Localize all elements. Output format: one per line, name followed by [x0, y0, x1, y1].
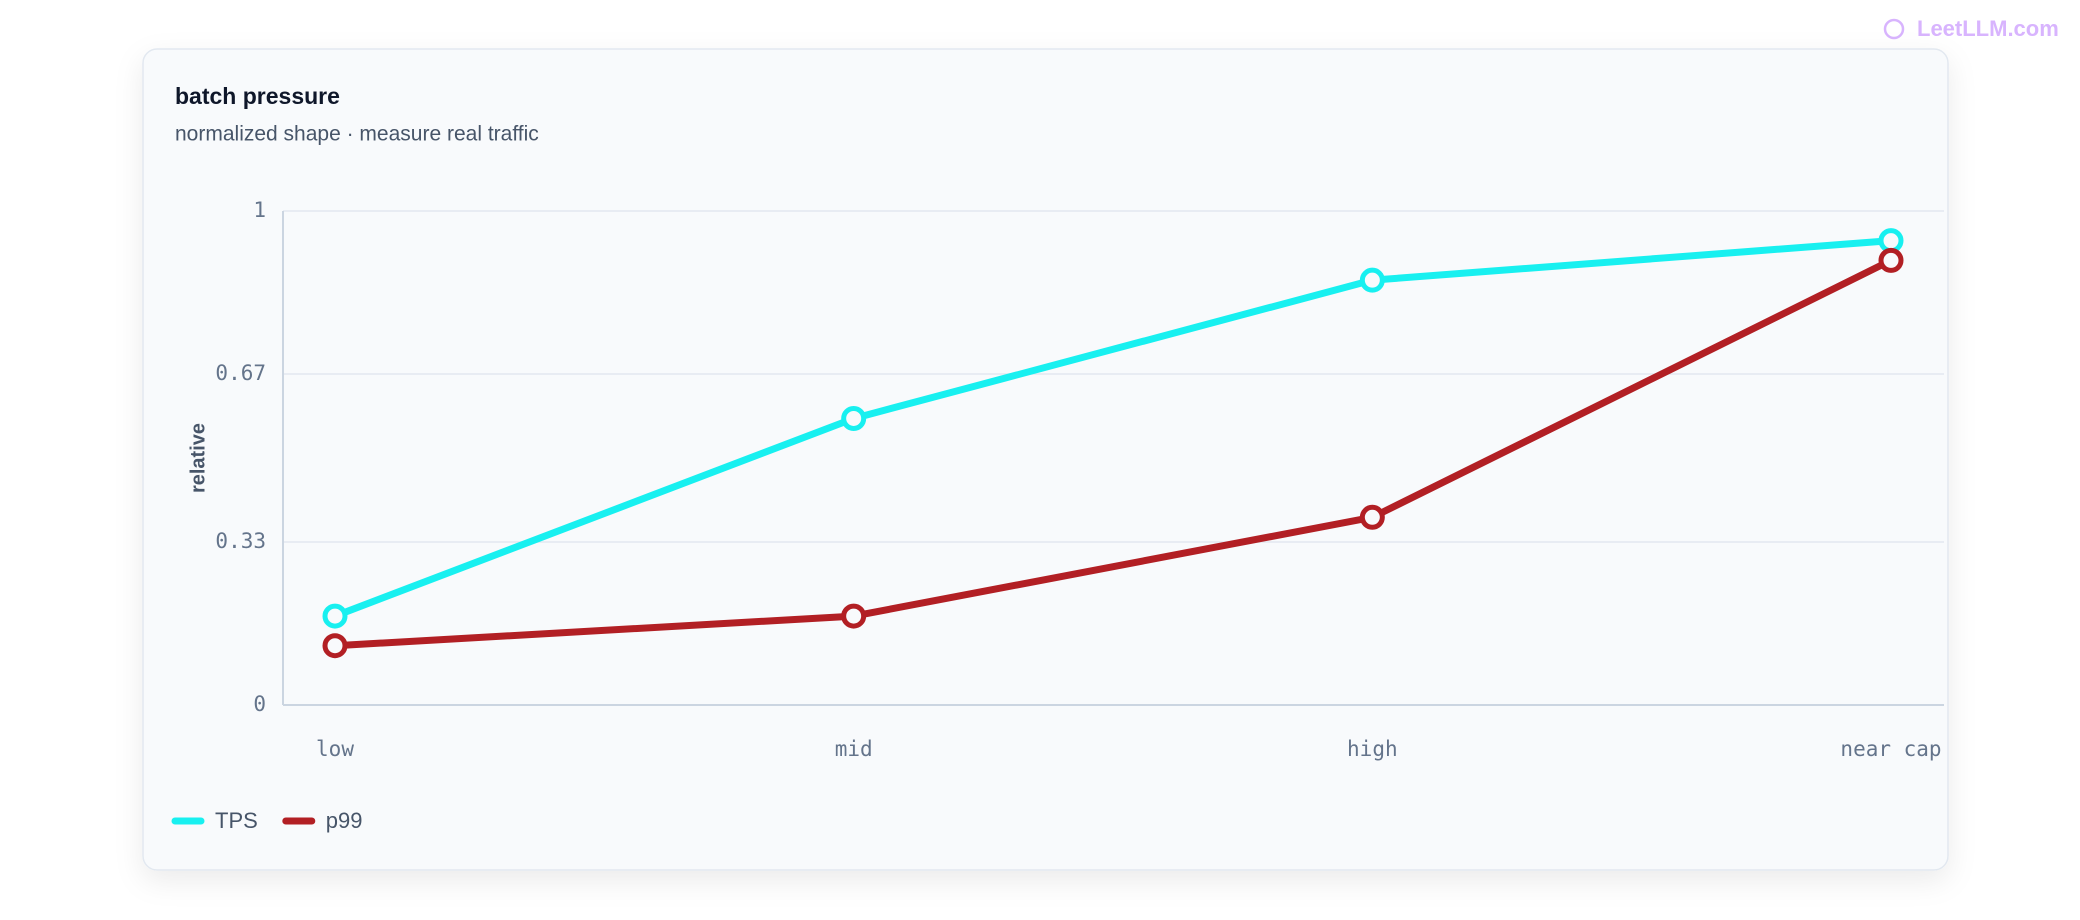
watermark: LeetLLM.com — [1883, 16, 2059, 41]
data-point — [841, 603, 867, 629]
line-series — [331, 237, 1895, 620]
data-point — [322, 633, 348, 659]
data-point — [1878, 247, 1904, 273]
x-tick-label: mid — [835, 737, 873, 761]
y-tick-label: 0.67 — [215, 361, 266, 385]
chart-title: batch pressure — [175, 83, 340, 109]
x-tick-label: low — [316, 737, 354, 761]
watermark-text: LeetLLM.com — [1917, 16, 2059, 41]
data-point — [1878, 228, 1904, 254]
data-point — [1359, 267, 1385, 293]
card — [142, 48, 1949, 871]
legend-label: p99 — [326, 808, 363, 833]
data-point — [841, 405, 867, 431]
y-axis-label: relative — [187, 423, 209, 493]
x-tick-label: near cap — [1840, 737, 1941, 761]
chart-subtitle: normalized shape · measure real traffic — [175, 123, 539, 146]
y-tick-label: 0.33 — [215, 529, 266, 553]
y-tick-label: 1 — [253, 198, 266, 222]
y-tick-label: 0 — [253, 692, 266, 716]
watermark-icon — [1883, 18, 1905, 40]
data-point — [322, 603, 348, 629]
legend-label: TPS — [215, 808, 258, 833]
x-tick-label: high — [1347, 737, 1398, 761]
line-series — [331, 256, 1895, 650]
data-point — [1359, 504, 1385, 530]
